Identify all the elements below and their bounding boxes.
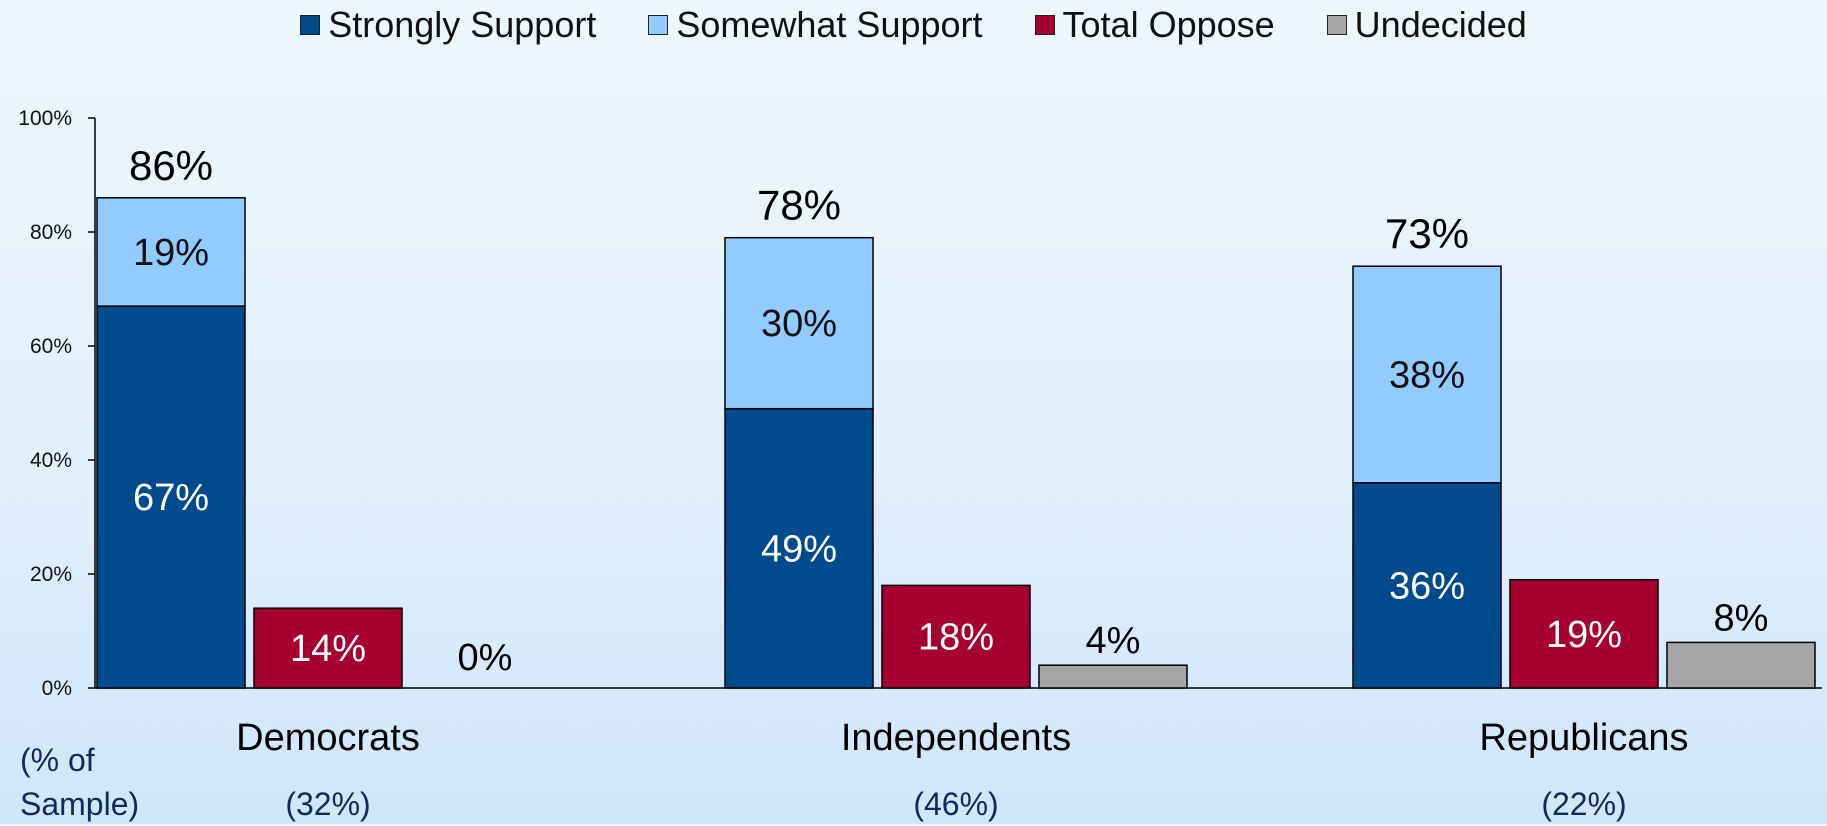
data-label-undecided: 8% [1714, 597, 1769, 639]
legend-label: Undecided [1354, 4, 1527, 45]
x-category-label: Democrats [236, 717, 420, 759]
legend-item-strongly-support: Strongly Support [300, 4, 596, 46]
bar-undecided [1666, 641, 1816, 689]
legend-item-total-oppose: Total Oppose [1034, 4, 1275, 46]
data-label-somewhat-support: 30% [761, 303, 837, 345]
y-tick-label: 0% [42, 677, 72, 700]
y-tick-label: 80% [30, 221, 72, 244]
data-label-total-support: 86% [129, 142, 213, 189]
x-category-label: Independents [841, 717, 1071, 759]
data-label-strongly-support: 67% [133, 477, 209, 519]
bar-somewhat-support [1352, 265, 1502, 484]
legend-item-undecided: Undecided [1326, 4, 1527, 46]
data-label-total-oppose: 14% [290, 628, 366, 670]
data-label-somewhat-support: 38% [1389, 355, 1465, 397]
legend: Strongly Support Somewhat Support Total … [0, 4, 1827, 46]
legend-label: Total Oppose [1062, 4, 1275, 45]
data-label-undecided: 0% [458, 637, 513, 679]
bar-strongly-support [1352, 482, 1502, 689]
x-category-sample-share: (22%) [1541, 786, 1626, 822]
y-tick-label: 100% [18, 107, 72, 130]
sample-note-line-1: (% of [20, 742, 95, 778]
data-label-total-support: 78% [757, 182, 841, 229]
bar-undecided [1038, 664, 1188, 689]
data-label-total-oppose: 19% [1546, 614, 1622, 656]
data-label-total-oppose: 18% [918, 617, 994, 659]
legend-swatch-strongly-support [300, 15, 321, 35]
data-label-undecided: 4% [1086, 620, 1141, 662]
bar-total-oppose [1509, 578, 1659, 689]
bar-strongly-support [724, 407, 874, 689]
bar-total-oppose [881, 584, 1031, 689]
bar-somewhat-support [96, 197, 246, 307]
y-tick-label: 40% [30, 449, 72, 472]
sample-note: (% of Sample) [20, 738, 139, 826]
bar-strongly-support [96, 305, 246, 689]
legend-swatch-somewhat-support [648, 15, 669, 35]
y-tick-label: 20% [30, 563, 72, 586]
data-label-somewhat-support: 19% [133, 232, 209, 274]
bar-total-oppose [253, 607, 403, 689]
legend-label: Somewhat Support [676, 4, 983, 45]
data-label-strongly-support: 49% [761, 528, 837, 570]
legend-label: Strongly Support [328, 4, 597, 45]
data-label-strongly-support: 36% [1389, 565, 1465, 607]
data-label-total-support: 73% [1385, 210, 1469, 257]
x-category-label: Republicans [1479, 717, 1688, 759]
x-category-sample-share: (46%) [913, 786, 998, 822]
sample-note-line-2: Sample) [20, 786, 140, 822]
y-tick-label: 60% [30, 335, 72, 358]
legend-swatch-total-oppose [1034, 15, 1055, 35]
legend-item-somewhat-support: Somewhat Support [648, 4, 983, 46]
bar-somewhat-support [724, 236, 874, 410]
x-category-sample-share: (32%) [285, 786, 370, 822]
legend-swatch-undecided [1326, 15, 1347, 35]
